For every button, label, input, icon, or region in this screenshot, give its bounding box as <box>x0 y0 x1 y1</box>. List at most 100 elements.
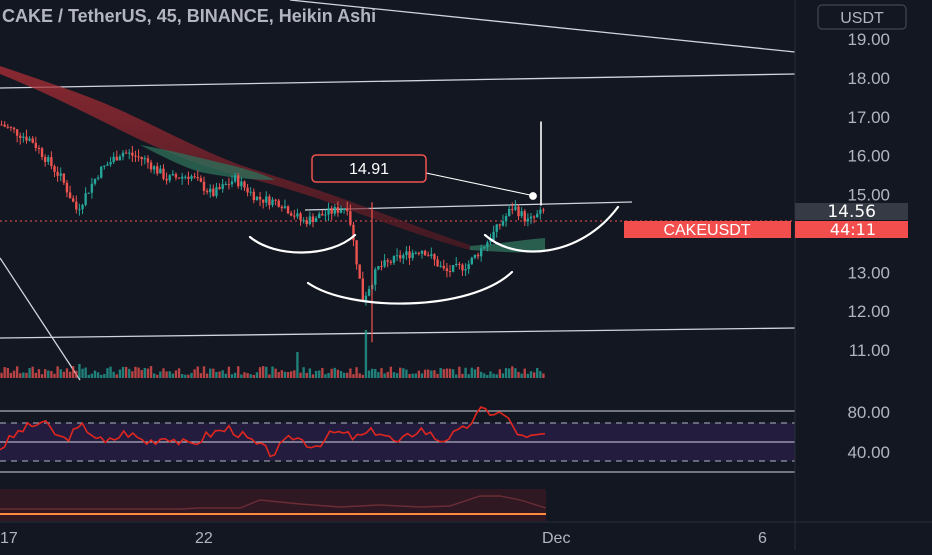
candle-body <box>25 136 28 141</box>
candle-body <box>346 208 349 212</box>
volume-bar <box>529 371 533 378</box>
candle-body <box>411 252 414 259</box>
candle-body <box>124 152 128 154</box>
candle-body <box>221 184 224 189</box>
candle-body <box>364 295 368 302</box>
candle-body <box>84 193 87 205</box>
candle-body <box>249 191 252 193</box>
candle-body <box>349 211 352 225</box>
candle-body <box>261 199 265 203</box>
volume-bar <box>137 367 140 378</box>
rsi-tick-label: 40.00 <box>847 443 890 462</box>
candle-body <box>103 165 106 167</box>
symbol-label: CAKEUSDT <box>663 222 750 239</box>
volume-bar <box>330 368 333 378</box>
volume-bar <box>75 370 78 378</box>
candle-body <box>202 181 206 191</box>
volume-bar <box>274 368 277 378</box>
candle-body <box>19 135 22 138</box>
volume-bar <box>290 371 293 378</box>
volume-bar <box>265 366 268 378</box>
volume-bar <box>149 366 153 378</box>
volume-bar <box>261 366 265 378</box>
volume-bar <box>492 373 495 378</box>
volume-bar <box>439 367 442 378</box>
volume-bar <box>143 367 146 378</box>
volume-bar <box>162 368 165 378</box>
volume-bar <box>349 368 352 378</box>
volume-bar <box>427 369 430 378</box>
candle-body <box>143 158 146 160</box>
candle-body <box>40 148 44 158</box>
trendline-upper-descending <box>289 0 796 53</box>
candle-body <box>305 220 308 225</box>
volume-bar <box>171 373 175 378</box>
volume-bar <box>370 368 374 378</box>
candle-body <box>205 190 209 193</box>
candle-body <box>81 204 84 210</box>
candle-body <box>392 255 396 263</box>
candle-body <box>532 216 536 218</box>
candle-body <box>28 138 31 141</box>
candle-body <box>271 199 274 206</box>
candle-body <box>402 255 405 259</box>
volume-bar <box>174 370 178 378</box>
ma-cloud-green-right <box>470 238 545 253</box>
volume-bar <box>187 374 190 378</box>
candle-body <box>423 250 427 256</box>
volume-bar <box>511 366 514 378</box>
candle-body <box>9 126 13 128</box>
volume-bar <box>293 370 296 378</box>
currency-badge[interactable] <box>817 4 907 30</box>
volume-bar <box>501 373 505 378</box>
candle-body <box>318 213 321 219</box>
candle-body <box>181 176 184 179</box>
volume-bar <box>489 371 492 378</box>
candle-body <box>43 157 47 162</box>
candle-body <box>168 175 171 181</box>
candle-body <box>56 171 59 176</box>
price-tick-label: 13.00 <box>847 263 890 282</box>
candle-body <box>224 184 227 186</box>
candle-body <box>193 176 196 178</box>
volume-bar <box>464 367 467 378</box>
volume-bar <box>286 372 290 378</box>
volume-bar <box>40 374 44 378</box>
time-tick-label: 6 <box>758 530 767 547</box>
volume-bar <box>299 372 302 378</box>
chart-title: CAKE / TetherUS, 45, BINANCE, Heikin Ash… <box>2 6 376 26</box>
volume-bar <box>486 374 489 378</box>
candle-body <box>308 216 312 225</box>
candle-body <box>383 260 386 267</box>
rsi-tick-label: 80.00 <box>847 403 890 422</box>
countdown-value: 44:11 <box>830 220 876 239</box>
candle-body <box>196 177 199 179</box>
candle-body <box>22 136 25 138</box>
candle-body <box>536 213 539 218</box>
candle-body <box>162 168 165 179</box>
volume-bar <box>22 372 25 378</box>
candle-body <box>473 254 477 258</box>
candle-body <box>414 252 417 254</box>
volume-bar <box>65 368 69 378</box>
volume-bar <box>374 369 377 378</box>
candle-body <box>299 213 302 221</box>
candle-body <box>461 264 464 271</box>
volume-bar <box>392 372 396 378</box>
volume-bar <box>308 368 312 378</box>
volume-bar <box>473 369 477 378</box>
candle-body <box>106 164 109 166</box>
candle-body <box>237 175 240 187</box>
volume-bar <box>96 372 100 378</box>
candle-body <box>96 177 100 179</box>
candle-body <box>6 126 9 128</box>
candle-body <box>65 182 69 193</box>
volume-bar <box>181 374 184 378</box>
candle-body <box>439 265 442 267</box>
candle-body <box>433 254 436 260</box>
volume-bar <box>209 368 212 378</box>
candle-body <box>233 175 237 182</box>
volume-bar <box>218 371 221 378</box>
